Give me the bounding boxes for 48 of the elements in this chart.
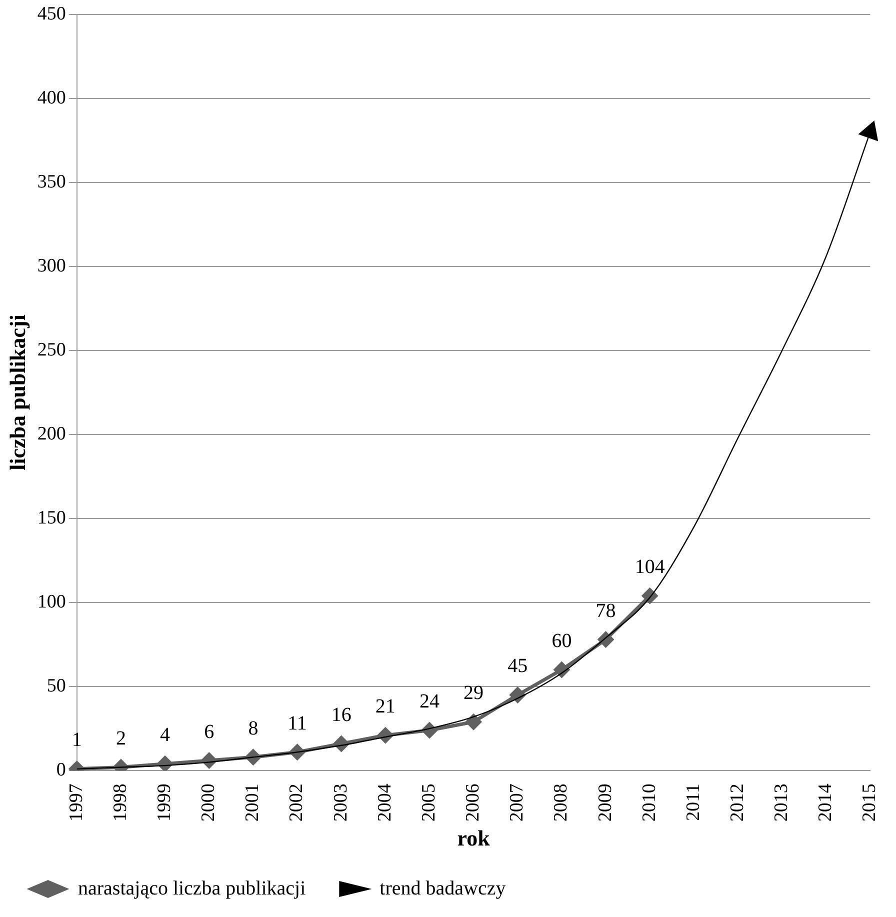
x-tick-label: 2014 bbox=[815, 783, 836, 822]
data-label: 11 bbox=[288, 712, 307, 734]
x-tick-label: 2013 bbox=[771, 784, 792, 822]
x-tick-label: 1999 bbox=[154, 784, 176, 822]
data-label: 60 bbox=[552, 630, 572, 652]
legend-label: narastająco liczba publikacji bbox=[78, 877, 306, 900]
x-tick-label: 2011 bbox=[682, 784, 704, 821]
x-tick-label: 2012 bbox=[726, 784, 748, 822]
x-tick-label: 2003 bbox=[330, 784, 352, 822]
data-label: 8 bbox=[248, 717, 258, 740]
x-tick-label: 2004 bbox=[374, 783, 396, 822]
x-tick-label: 2002 bbox=[286, 784, 308, 822]
data-label: 16 bbox=[331, 704, 352, 726]
data-label: 1 bbox=[72, 729, 82, 752]
x-tick-label: 2009 bbox=[594, 784, 616, 822]
x-tick-label: 2006 bbox=[462, 784, 484, 822]
x-tick-label: 2000 bbox=[198, 784, 220, 822]
data-label: 24 bbox=[419, 690, 440, 713]
data-label: 78 bbox=[596, 600, 616, 622]
data-label: 2 bbox=[116, 727, 126, 750]
x-tick-label: 2015 bbox=[859, 784, 880, 822]
x-tick-label: 2008 bbox=[550, 784, 572, 822]
x-tick-label: 2010 bbox=[638, 784, 660, 822]
data-label: 29 bbox=[464, 682, 484, 704]
x-axis-title: rok bbox=[457, 825, 491, 850]
y-tick-label: 100 bbox=[37, 592, 66, 613]
x-tick-label: 2007 bbox=[506, 784, 528, 822]
legend-label: trend badawczy bbox=[380, 877, 506, 900]
data-label: 45 bbox=[508, 655, 528, 678]
data-label: 6 bbox=[204, 720, 214, 743]
y-tick-label: 150 bbox=[37, 508, 66, 529]
y-tick-label: 200 bbox=[37, 423, 66, 444]
y-tick-label: 0 bbox=[56, 760, 66, 781]
y-tick-label: 400 bbox=[37, 87, 66, 108]
y-tick-label: 300 bbox=[37, 255, 66, 276]
y-tick-label: 450 bbox=[37, 3, 66, 24]
x-tick-label: 1998 bbox=[110, 784, 131, 822]
x-tick-label: 2005 bbox=[418, 784, 440, 822]
y-axis-title: liczba publikacji bbox=[4, 314, 30, 470]
point bbox=[466, 714, 482, 730]
y-tick-label: 50 bbox=[46, 676, 66, 697]
y-tick-label: 250 bbox=[37, 339, 66, 360]
data-label: 21 bbox=[375, 696, 396, 718]
x-tick-label: 1997 bbox=[66, 784, 87, 822]
data-label: 4 bbox=[160, 724, 170, 746]
y-tick-label: 350 bbox=[37, 171, 66, 192]
data-label: 104 bbox=[634, 556, 665, 578]
x-tick-label: 2001 bbox=[242, 784, 264, 822]
